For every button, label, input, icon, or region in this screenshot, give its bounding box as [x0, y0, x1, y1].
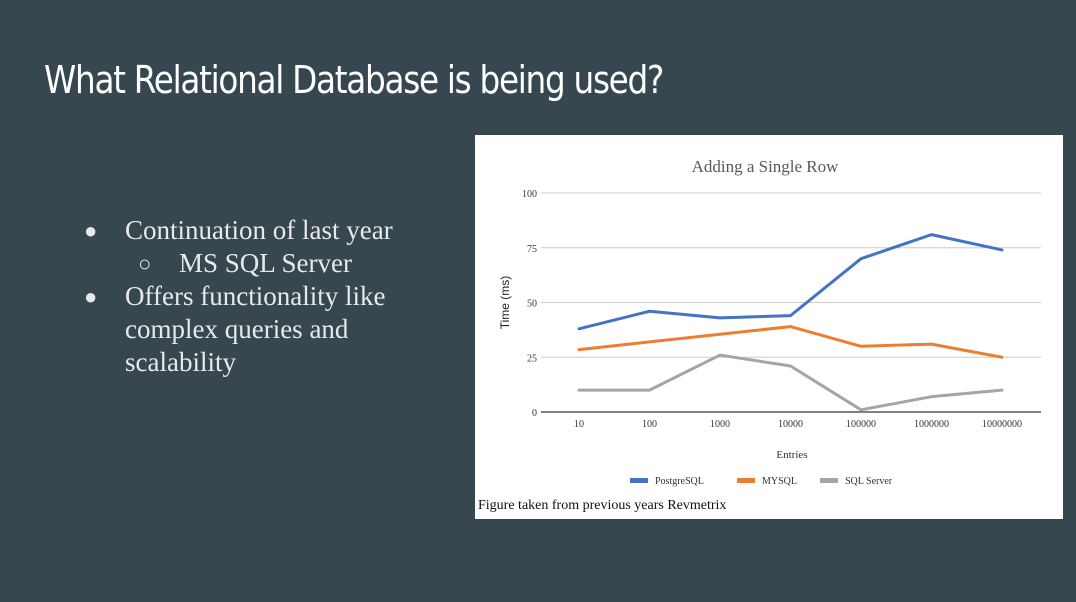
x-tick-label: 1000	[710, 419, 730, 430]
series-line-sql-server	[577, 353, 1004, 412]
x-axis-label: Entries	[776, 449, 807, 461]
series-line-mysql	[577, 325, 1004, 359]
line-chart: Adding a Single Row 0 25 50 75 100 10 100 1000 10…	[498, 157, 1041, 487]
bullet-list: ● Continuation of last year ○ MS SQL Ser…	[78, 214, 438, 379]
x-tick-label: 10	[574, 419, 584, 430]
bullet-dot-icon: ●	[84, 284, 98, 309]
slide-title: What Relational Database is being used?	[44, 58, 664, 102]
y-tick-label: 25	[527, 353, 537, 364]
y-tick-label: 75	[527, 244, 537, 255]
x-tick-label: 1000000	[914, 419, 949, 430]
chart-figure: Adding a Single Row 0 25 50 75 100 10 100 1000 10…	[475, 135, 1063, 519]
legend-label: SQL Server	[845, 476, 893, 487]
x-tick-label: 100000	[846, 419, 876, 430]
sub-bullet-text: MS SQL Server	[179, 248, 352, 278]
legend-label: PostgreSQL	[655, 476, 704, 487]
series-line-postgresql	[577, 233, 1004, 331]
legend-swatch	[630, 478, 648, 483]
y-tick-label: 100	[522, 189, 537, 200]
x-tick-label: 10000	[778, 419, 803, 430]
sub-bullet-item: ○ MS SQL Server	[78, 247, 438, 280]
legend-swatch	[737, 478, 755, 483]
x-tick-label: 10000000	[982, 419, 1022, 430]
bullet-item: ● Offers functionality like complex quer…	[78, 280, 438, 379]
y-tick-label: 0	[532, 408, 537, 419]
bullet-text: Offers functionality like complex querie…	[125, 281, 386, 377]
bullet-item: ● Continuation of last year	[78, 214, 438, 247]
chart-title: Adding a Single Row	[692, 157, 840, 176]
x-tick-label: 100	[642, 419, 657, 430]
sub-bullet-circle-icon: ○	[138, 251, 152, 276]
legend-label: MYSQL	[762, 476, 797, 487]
legend-swatch	[820, 478, 838, 483]
bullet-dot-icon: ●	[84, 218, 98, 243]
y-axis-label: Time (ms)	[498, 276, 512, 330]
bullet-text: Continuation of last year	[125, 215, 393, 245]
y-tick-label: 50	[527, 299, 537, 310]
figure-caption: Figure taken from previous years Revmetr…	[478, 498, 727, 513]
